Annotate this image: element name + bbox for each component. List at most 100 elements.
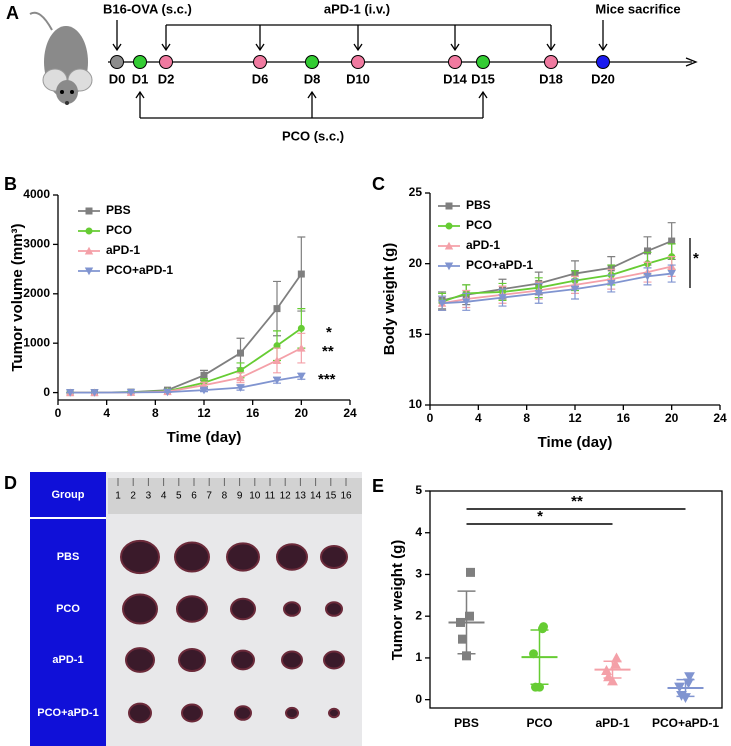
group-label: PCO+aPD-1 bbox=[37, 707, 98, 719]
y-axis-label: Tumor weight (g) bbox=[389, 540, 406, 661]
day-dot bbox=[133, 55, 147, 69]
legend-marker bbox=[84, 267, 94, 276]
series-line bbox=[442, 272, 672, 305]
x-tick-label: 8 bbox=[523, 411, 530, 425]
day-dot bbox=[476, 55, 490, 69]
marker bbox=[607, 279, 616, 288]
plot-frame bbox=[429, 490, 723, 709]
y-tick-label: 1000 bbox=[23, 335, 50, 349]
marker bbox=[297, 270, 305, 278]
legend-marker bbox=[445, 202, 453, 210]
b16-label: B16-OVA (s.c.) bbox=[103, 1, 192, 16]
day-label: D18 bbox=[539, 71, 563, 86]
marker bbox=[458, 634, 467, 644]
marker bbox=[529, 649, 538, 659]
day-label: D10 bbox=[346, 71, 370, 86]
x-tick-label: 16 bbox=[246, 406, 260, 420]
x-tick-label: 24 bbox=[343, 406, 357, 420]
marker bbox=[236, 384, 245, 392]
tumor bbox=[174, 541, 210, 573]
y-tick-label: 1 bbox=[415, 650, 422, 664]
series-line bbox=[70, 347, 302, 394]
tumor bbox=[230, 597, 256, 621]
arrow-head bbox=[135, 90, 145, 99]
x-tick-label: 0 bbox=[55, 406, 62, 420]
series-line bbox=[441, 265, 672, 305]
marker bbox=[607, 675, 618, 686]
marker bbox=[570, 285, 580, 294]
marker bbox=[272, 356, 282, 364]
ruler bbox=[108, 478, 362, 514]
arrow-head bbox=[478, 90, 488, 99]
sacrifice-label: Mice sacrifice bbox=[595, 1, 680, 16]
panel-label: A bbox=[6, 3, 19, 23]
tumor bbox=[125, 647, 155, 673]
marker bbox=[644, 247, 651, 255]
legend-label: aPD-1 bbox=[466, 238, 500, 252]
tumor bbox=[234, 705, 252, 721]
y-tick-label: 2000 bbox=[23, 286, 50, 300]
series-line bbox=[70, 273, 303, 394]
legend-label: PBS bbox=[106, 203, 131, 217]
ruler-label: 3 bbox=[146, 491, 152, 502]
tumor bbox=[281, 650, 303, 670]
mouse-icon bbox=[29, 11, 93, 105]
arrow-head bbox=[161, 43, 171, 52]
x-tick-label: 12 bbox=[197, 406, 211, 420]
group-label: PBS bbox=[57, 551, 80, 563]
marker bbox=[237, 349, 244, 357]
ruler-label: 6 bbox=[191, 491, 197, 502]
marker bbox=[199, 386, 209, 395]
x-axis-label: Time (day) bbox=[167, 429, 242, 446]
marker bbox=[272, 376, 282, 385]
day-dot bbox=[253, 55, 267, 69]
marker bbox=[200, 371, 208, 379]
day-dot bbox=[596, 55, 610, 69]
y-axis-label: Tumor volume (mm³) bbox=[9, 223, 26, 371]
day-label: D15 bbox=[471, 71, 495, 86]
marker bbox=[90, 389, 99, 397]
x-tick-label: 24 bbox=[713, 411, 727, 425]
ruler-label: 4 bbox=[161, 491, 167, 502]
marker bbox=[465, 611, 474, 621]
day-label: D1 bbox=[132, 71, 149, 86]
tumor bbox=[320, 544, 348, 570]
tumor bbox=[231, 649, 255, 671]
tumor bbox=[328, 707, 340, 719]
day-dot bbox=[351, 55, 365, 69]
y-axis-label: Body weight (g) bbox=[381, 243, 398, 356]
error-bar bbox=[530, 629, 549, 685]
legend-marker bbox=[85, 227, 93, 235]
y-tick-label: 3000 bbox=[23, 237, 50, 251]
ruler-label: 11 bbox=[265, 491, 276, 502]
x-tick-label: 20 bbox=[295, 406, 309, 420]
arrow-head bbox=[255, 43, 265, 52]
y-tick-label: 3 bbox=[415, 567, 422, 581]
y-tick-label: 5 bbox=[415, 483, 422, 497]
y-tick-label: 0 bbox=[43, 385, 50, 399]
ruler-label: 5 bbox=[176, 491, 182, 502]
group-label: aPD-1 bbox=[52, 654, 83, 666]
arrow-head bbox=[598, 43, 608, 52]
marker bbox=[237, 366, 244, 374]
marker bbox=[273, 342, 281, 350]
marker bbox=[297, 372, 306, 381]
legend-marker bbox=[444, 262, 454, 271]
tumor bbox=[176, 595, 208, 623]
marker bbox=[273, 305, 281, 313]
day-dot bbox=[159, 55, 173, 69]
error-bar bbox=[676, 678, 695, 698]
tumor bbox=[226, 542, 260, 572]
legend-label: PCO bbox=[466, 218, 492, 232]
tumor bbox=[128, 702, 152, 724]
panel-label: E bbox=[372, 476, 384, 496]
x-tick-label: aPD-1 bbox=[595, 716, 629, 730]
marker bbox=[297, 343, 306, 352]
y-tick-label: 2 bbox=[415, 608, 422, 622]
series-line bbox=[441, 255, 672, 303]
marker bbox=[498, 294, 507, 302]
tumor bbox=[283, 601, 301, 617]
marker bbox=[236, 373, 245, 382]
ruler-label: 12 bbox=[280, 491, 292, 502]
